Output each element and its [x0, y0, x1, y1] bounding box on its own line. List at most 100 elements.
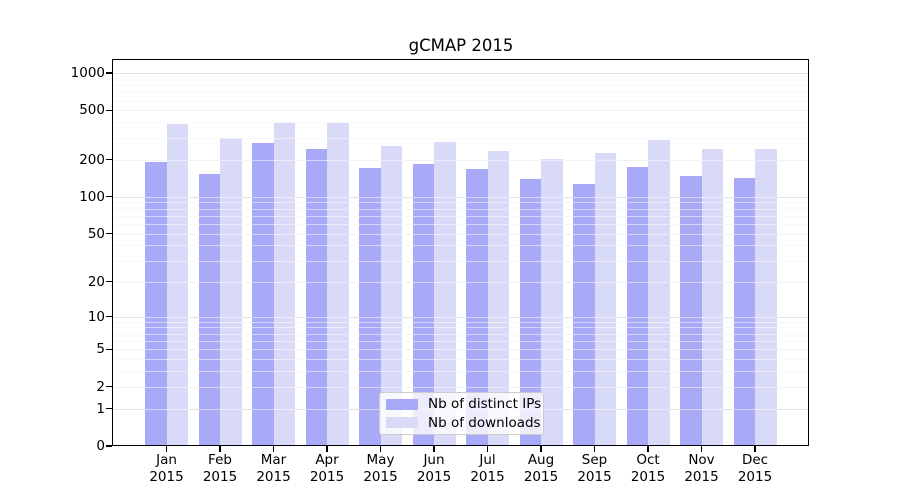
bar-downloads-jun: [434, 141, 456, 446]
gridline-overlay: [113, 215, 808, 217]
y-tick: [106, 109, 112, 111]
y-tick: [106, 348, 112, 350]
y-tick: [106, 407, 112, 410]
x-tick: [647, 446, 649, 452]
legend-item-distinct-ips: Nb of distinct IPs: [386, 395, 541, 413]
y-tick-label: 5: [96, 341, 105, 358]
legend-label-distinct-ips: Nb of distinct IPs: [428, 396, 542, 413]
x-tick-label: Feb 2015: [188, 452, 252, 486]
y-tick-label: 2: [96, 378, 105, 395]
bar-distinct-ips-feb: [198, 173, 220, 446]
legend: Nb of distinct IPs Nb of downloads: [379, 392, 544, 435]
x-tick-label-year: 2015: [149, 469, 184, 485]
legend-swatch-downloads: [386, 417, 418, 429]
x-tick-label-year: 2015: [202, 469, 238, 485]
y-tick-label: 1: [96, 400, 105, 417]
legend-item-downloads: Nb of downloads: [386, 414, 541, 432]
x-tick-label-year: 2015: [630, 469, 666, 485]
bar-distinct-ips-sep: [573, 184, 595, 446]
gridline-overlay: [113, 208, 808, 210]
x-tick-label-year: 2015: [737, 469, 773, 485]
x-tick: [219, 446, 221, 452]
legend-label-downloads: Nb of downloads: [428, 414, 541, 431]
gridline-overlay: [113, 100, 808, 102]
gridline-overlay: [113, 245, 808, 247]
x-tick-label: Dec 2015: [723, 452, 787, 486]
x-tick: [593, 446, 596, 452]
bar-downloads-mar: [273, 123, 295, 446]
x-tick-label-year: 2015: [256, 469, 291, 485]
x-tick: [700, 446, 703, 452]
x-tick: [433, 446, 435, 452]
y-tick: [106, 72, 112, 74]
gridline-overlay: [113, 340, 808, 342]
x-tick-label: Jul 2015: [456, 452, 520, 486]
x-tick: [326, 446, 328, 452]
y-tick: [106, 445, 112, 447]
gridline-overlay: [113, 233, 808, 235]
gridline-overlay: [113, 72, 808, 74]
gridline-overlay: [113, 159, 808, 161]
x-tick-label: Jun 2015: [402, 452, 466, 486]
gridline-overlay: [113, 349, 808, 351]
gridline-overlay: [113, 281, 808, 283]
bar-distinct-ips-mar: [252, 142, 274, 446]
gridline-overlay: [113, 92, 808, 94]
y-tick-label: 1000: [70, 64, 105, 81]
gridline-overlay: [113, 327, 808, 329]
x-tick-label: May 2015: [349, 452, 413, 486]
y-tick: [106, 386, 112, 388]
x-tick-label: Sep 2015: [563, 452, 627, 486]
gridline-overlay: [113, 137, 808, 139]
x-tick-label: Aug 2015: [509, 452, 573, 486]
bar-distinct-ips-nov: [680, 175, 702, 446]
y-tick-label: 500: [79, 102, 105, 119]
y-tick-label: 200: [79, 151, 105, 168]
y-tick-label: 50: [87, 225, 105, 242]
y-tick: [106, 281, 112, 283]
bar-distinct-ips-may: [359, 168, 381, 446]
bar-distinct-ips-jan: [145, 161, 167, 446]
gridline-overlay: [113, 85, 808, 87]
x-tick-label-year: 2015: [309, 469, 345, 485]
gridline-overlay: [113, 316, 808, 318]
chart-title: gCMAP 2015: [408, 36, 514, 55]
x-tick-label: Apr 2015: [295, 452, 359, 486]
x-tick-label-year: 2015: [363, 469, 398, 485]
y-tick: [106, 315, 112, 318]
x-tick-label: Nov 2015: [670, 452, 734, 486]
bar-distinct-ips-oct: [626, 167, 648, 446]
bar-distinct-ips-jul: [466, 169, 488, 446]
gridline-overlay: [113, 359, 808, 361]
gridline-overlay: [113, 333, 808, 335]
gridline-overlay: [113, 196, 808, 198]
gridline-overlay: [113, 110, 808, 112]
x-tick: [486, 446, 489, 452]
y-tick-label: 20: [87, 273, 105, 290]
y-tick: [106, 196, 112, 198]
x-tick-label: Oct 2015: [616, 452, 680, 486]
gridline-overlay: [113, 122, 808, 124]
y-tick-label: 100: [79, 188, 105, 205]
bar-downloads-aug: [541, 159, 563, 446]
bar-distinct-ips-dec: [733, 178, 755, 446]
x-tick: [272, 446, 275, 452]
bar-downloads-apr: [327, 122, 349, 446]
x-tick: [165, 446, 168, 452]
bar-downloads-sep: [594, 152, 616, 446]
x-tick: [754, 446, 756, 452]
gridline-overlay: [113, 260, 808, 262]
x-tick-label: Mar 2015: [242, 452, 306, 486]
x-tick-label-year: 2015: [523, 469, 559, 485]
bar-downloads-feb: [220, 138, 242, 446]
gridlines-over-layer: [113, 59, 808, 446]
x-tick-label-year: 2015: [470, 469, 505, 485]
gridline-overlay: [113, 321, 808, 323]
gridline-overlay: [113, 386, 808, 388]
bar-downloads-jan: [166, 124, 188, 446]
legend-swatch-distinct-ips: [386, 398, 418, 410]
x-tick-label-year: 2015: [577, 469, 612, 485]
gridline-overlay: [113, 371, 808, 373]
x-tick: [540, 446, 542, 452]
